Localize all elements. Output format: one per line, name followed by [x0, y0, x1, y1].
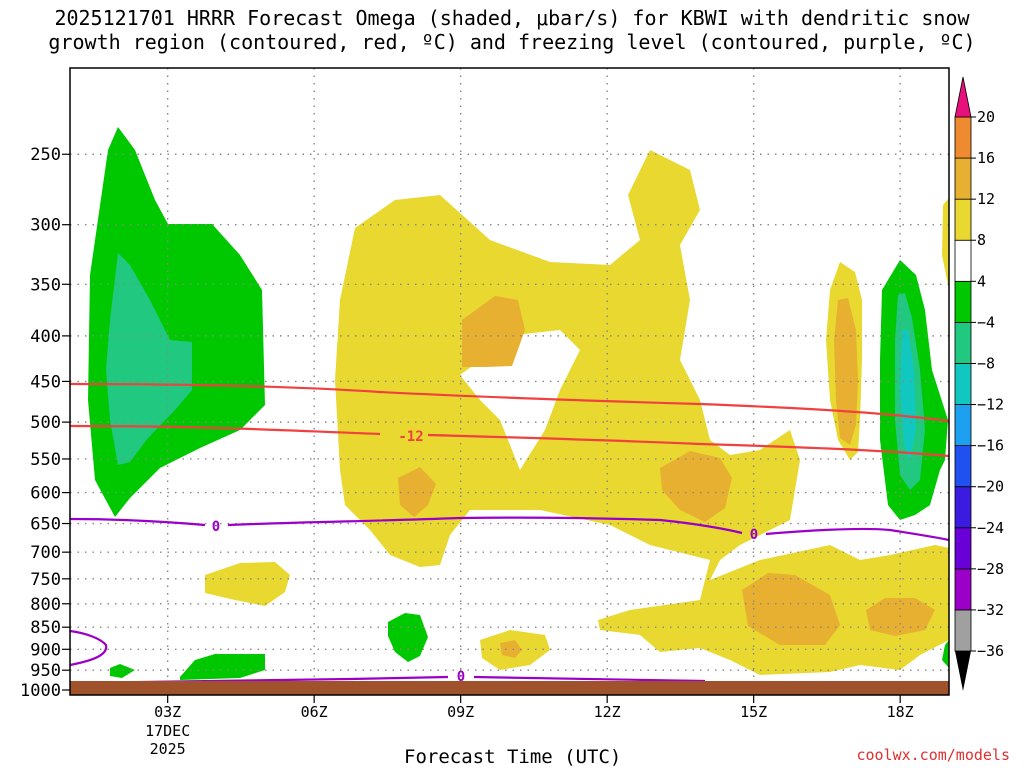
colorbar-arrow-min	[955, 651, 971, 691]
colorbar-label: −20	[977, 478, 1004, 496]
plot-area: -12 0 0 0	[70, 68, 949, 695]
y-tick-label: 800	[30, 595, 61, 615]
y-tick-label: 550	[30, 450, 61, 470]
colorbar-segment	[954, 445, 972, 488]
colorbar-label: 8	[977, 231, 986, 249]
colorbar-label: 20	[977, 108, 995, 126]
colorbar-segment	[954, 280, 972, 323]
y-tick-label: 250	[30, 145, 61, 165]
colorbar-label: 4	[977, 272, 986, 290]
terrain-strip	[70, 681, 949, 695]
colorbar-segment	[954, 321, 972, 364]
svg-text:0: 0	[457, 669, 465, 685]
colorbar-label: −28	[977, 560, 1004, 578]
colorbar-label: −36	[977, 642, 1004, 660]
colorbar-segment	[954, 157, 972, 200]
colorbar-label: −12	[977, 396, 1004, 414]
contour-labels: -12 0 0 0	[212, 429, 758, 685]
x-date-label: 17DEC	[145, 722, 190, 740]
colorbar-segment	[954, 486, 972, 529]
colorbar-segment	[954, 363, 972, 405]
x-tick-label: 18Z	[887, 703, 914, 721]
omega-shading-cyan	[900, 330, 916, 460]
svg-text:0: 0	[750, 527, 758, 543]
colorbar-segment	[954, 116, 972, 159]
colorbar-label: 16	[977, 149, 995, 167]
colorbar-label: −32	[977, 601, 1004, 619]
y-tick-label: 850	[30, 618, 61, 638]
svg-text:0: 0	[212, 519, 220, 535]
y-tick-label: 700	[30, 543, 61, 563]
x-tick-label: 03Z	[154, 703, 181, 721]
colorbar-segment	[954, 198, 972, 241]
x-tick-label: 15Z	[740, 703, 767, 721]
colorbar-arrow-max	[954, 76, 972, 118]
dgz-contour-lines	[70, 382, 949, 458]
colorbar-segment	[954, 404, 972, 447]
credit-text: coolwx.com/models	[856, 746, 1010, 764]
svg-text:-12: -12	[398, 429, 423, 445]
chart-title: 2025121701 HRRR Forecast Omega (shaded, …	[48, 6, 976, 54]
x-tick-label: 09Z	[447, 703, 474, 721]
omega-shading-orange	[398, 296, 935, 658]
y-tick-label: 500	[30, 413, 61, 433]
x-date-label: 2025	[150, 740, 186, 758]
colorbar-label: −8	[977, 354, 995, 372]
y-tick-label: 750	[30, 570, 61, 590]
y-tick-label: 300	[30, 216, 61, 236]
y-tick-label: 400	[30, 327, 61, 347]
y-tick-label: 650	[30, 515, 61, 535]
y-tick-label: 600	[30, 484, 61, 504]
colorbar-label: −16	[977, 437, 1004, 455]
y-tick-label: 1000	[20, 681, 61, 701]
colorbar-segment	[954, 527, 972, 570]
y-tick-label: 950	[30, 661, 61, 681]
colorbar-segment	[954, 568, 972, 611]
y-tick-label: 350	[30, 275, 61, 295]
y-tick-label: 450	[30, 372, 61, 392]
x-axis-label: Forecast Time (UTC)	[404, 746, 622, 768]
y-axis: 2503003504004505005506006507007508008509…	[20, 145, 70, 701]
colorbar-label: 12	[977, 190, 995, 208]
x-tick-label: 12Z	[594, 703, 621, 721]
colorbar-label: −24	[977, 519, 1004, 537]
colorbar-label: −4	[977, 313, 995, 331]
y-tick-label: 900	[30, 640, 61, 660]
x-tick-label: 06Z	[301, 703, 328, 721]
colorbar-segment	[954, 609, 972, 652]
colorbar: 20 16 12 8 4 −4 −8 −12 −16 −20 −24 −28 −32 −36	[954, 76, 1004, 691]
colorbar-segment	[954, 239, 972, 282]
